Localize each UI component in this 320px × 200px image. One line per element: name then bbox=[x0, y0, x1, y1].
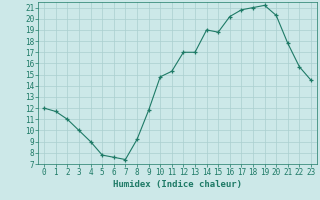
X-axis label: Humidex (Indice chaleur): Humidex (Indice chaleur) bbox=[113, 180, 242, 189]
